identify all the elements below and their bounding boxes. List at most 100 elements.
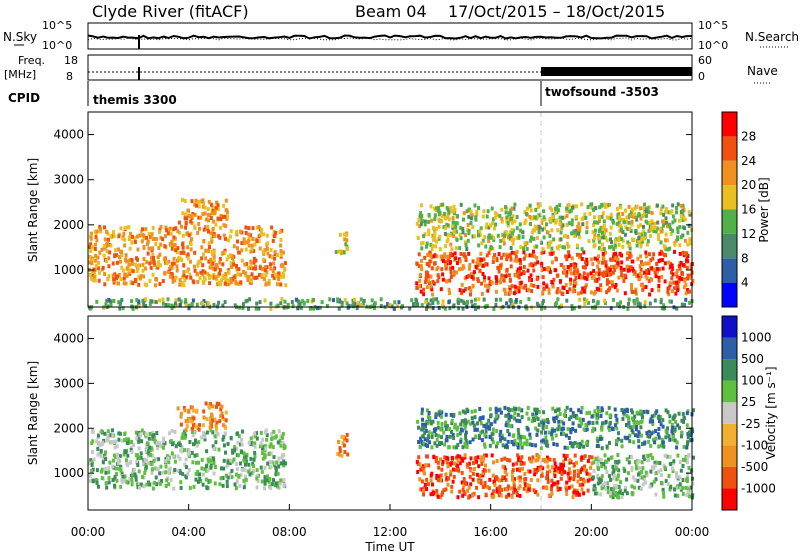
data-cell [418, 477, 422, 482]
data-cell [140, 439, 144, 444]
data-cell [199, 270, 203, 275]
data-cell [201, 280, 205, 284]
data-cell [539, 465, 543, 470]
data-cell [257, 225, 261, 229]
data-cell [572, 463, 576, 468]
data-cell [178, 278, 182, 283]
data-cell [452, 412, 456, 417]
data-cell [659, 422, 663, 427]
data-cell [604, 228, 608, 233]
data-cell [497, 493, 501, 498]
data-cell [636, 478, 640, 483]
data-cell [253, 444, 257, 449]
data-cell [297, 304, 301, 309]
data-cell [223, 281, 227, 286]
data-cell [143, 470, 147, 475]
data-cell [119, 484, 123, 489]
data-cell [452, 209, 455, 213]
data-cell [576, 243, 579, 248]
data-cell [436, 279, 440, 284]
data-cell [238, 484, 242, 489]
data-region [415, 453, 595, 500]
data-cell [418, 487, 422, 492]
data-cell [513, 219, 517, 224]
data-cell [655, 266, 659, 271]
data-cell [525, 438, 529, 443]
data-cell [554, 219, 558, 224]
data-cell [192, 422, 195, 427]
data-cell [641, 482, 645, 487]
data-cell [660, 258, 664, 262]
data-cell [643, 236, 646, 241]
data-cell [267, 281, 271, 286]
data-cell [467, 461, 471, 466]
data-cell [503, 437, 507, 442]
data-cell [490, 206, 494, 211]
data-cell [159, 242, 163, 247]
data-cell [440, 214, 444, 219]
data-cell [417, 440, 421, 444]
data-cell [671, 220, 675, 225]
data-cell [659, 297, 663, 302]
data-cell [211, 209, 215, 213]
data-cell [232, 457, 236, 462]
data-cell [105, 249, 109, 253]
data-cell [593, 409, 597, 414]
data-cell [601, 242, 604, 247]
data-cell [197, 460, 200, 465]
data-cell [681, 272, 685, 277]
data-cell [596, 481, 600, 486]
data-cell [258, 266, 262, 270]
data-cell [627, 220, 631, 225]
data-cell [528, 432, 532, 437]
data-cell [423, 482, 427, 487]
data-cell [481, 473, 485, 478]
data-cell [634, 287, 638, 292]
data-cell [674, 291, 678, 296]
data-cell [645, 473, 649, 478]
data-cell [605, 411, 609, 416]
data-cell [554, 256, 558, 261]
data-cell [173, 278, 177, 283]
data-cell [678, 266, 682, 271]
colorbar-swatch [722, 233, 737, 259]
data-cell [519, 461, 523, 466]
data-cell [550, 484, 554, 489]
data-cell [618, 304, 621, 309]
data-cell [249, 259, 253, 264]
data-cell [128, 268, 131, 273]
data-cell [444, 263, 447, 268]
data-cell [525, 489, 529, 494]
data-cell [435, 489, 439, 493]
data-cell [451, 220, 455, 225]
data-cell [622, 267, 626, 272]
data-cell [452, 445, 456, 450]
data-cell [122, 478, 126, 483]
data-cell [454, 246, 458, 251]
data-cell [213, 267, 217, 272]
data-cell [595, 286, 599, 291]
data-cell [155, 431, 159, 435]
colorbar-frame [721, 111, 738, 308]
data-cell [467, 266, 471, 271]
data-cell [427, 228, 431, 233]
data-cell [597, 272, 601, 276]
data-cell [664, 221, 668, 225]
data-cell [596, 465, 600, 470]
data-cell [561, 215, 564, 220]
data-cell [685, 258, 688, 263]
data-cell [569, 430, 573, 435]
data-region [415, 202, 694, 252]
data-cell [683, 278, 687, 283]
data-cell [529, 238, 533, 243]
data-cell [676, 287, 680, 292]
data-cell [461, 445, 465, 450]
data-cell [639, 425, 643, 430]
data-cell [219, 476, 223, 481]
data-cell [455, 270, 458, 275]
data-cell [510, 440, 514, 444]
data-cell [479, 226, 483, 231]
data-cell [688, 289, 691, 294]
data-cell [441, 299, 445, 304]
data-cell [187, 408, 191, 413]
